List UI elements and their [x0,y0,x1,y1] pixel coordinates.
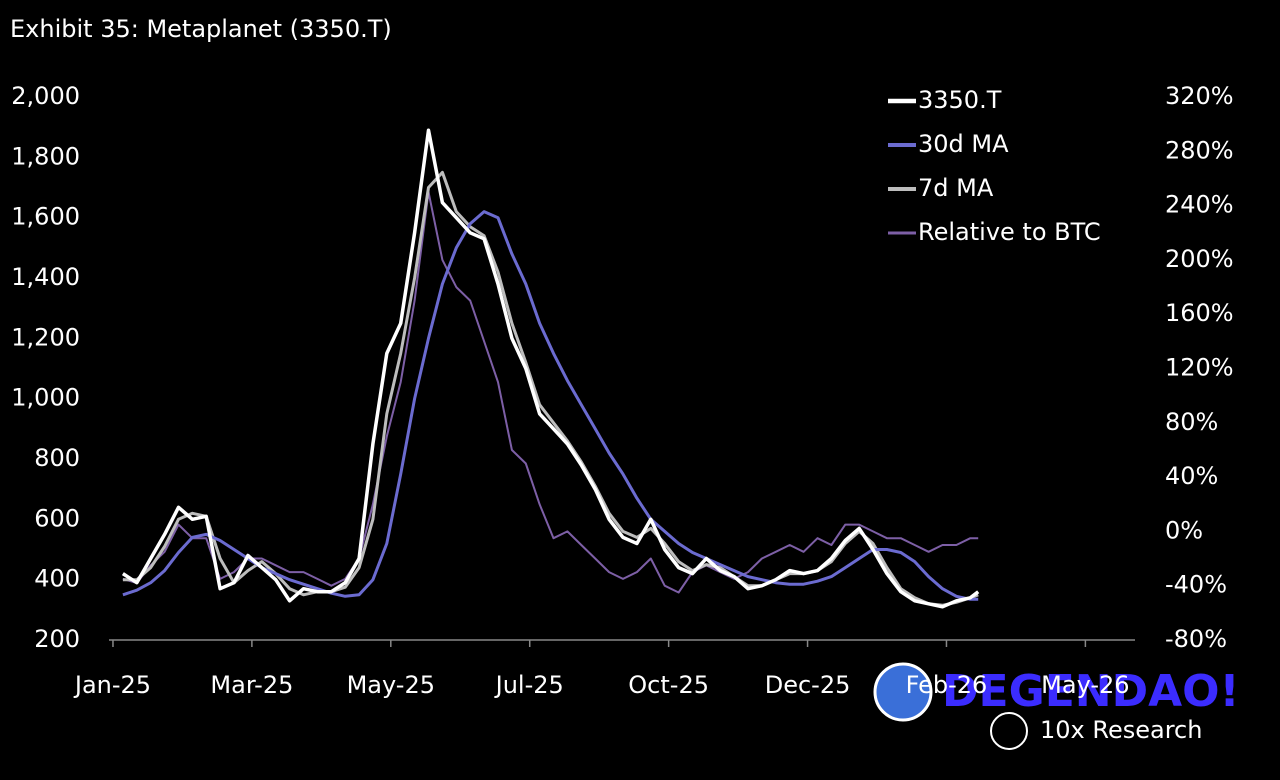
y2-tick-label: 120% [1165,354,1234,382]
y2-tick-label: 0% [1165,516,1203,544]
legend-label: Relative to BTC [918,218,1101,246]
x-tick-label: Dec-25 [765,671,851,699]
y-tick-label: 800 [34,444,80,472]
y2-tick-label: 320% [1165,82,1234,110]
y-tick-label: 1,600 [11,203,80,231]
legend-label: 3350.T [918,86,1002,114]
y2-tick-label: 200% [1165,245,1234,273]
y2-tick-label: -40% [1165,571,1227,599]
y-tick-label: 1,000 [11,384,80,412]
watermark-icon [873,662,933,722]
y-tick-label: 1,800 [11,142,80,170]
y-tick-label: 1,400 [11,263,80,291]
chart-title: Exhibit 35: Metaplanet (3350.T) [10,15,392,43]
y2-tick-label: 280% [1165,136,1234,164]
y2-tick-label: -80% [1165,625,1227,653]
x-tick-label: Jan-25 [73,671,151,699]
y-tick-label: 2,000 [11,82,80,110]
y2-tick-label: 160% [1165,299,1234,327]
y-tick-label: 200 [34,625,80,653]
y2-tick-label: 240% [1165,191,1234,219]
y2-tick-label: 80% [1165,408,1218,436]
y-tick-label: 600 [34,504,80,532]
series-line [121,128,980,609]
y-tick-label: 1,200 [11,323,80,351]
x-tick-label: Feb-26 [906,671,988,699]
x-tick-label: May-26 [1041,671,1129,699]
series-line [122,191,979,594]
series-line [122,170,979,607]
x-tick-label: Mar-25 [210,671,293,699]
legend-label: 7d MA [918,174,994,202]
x-tick-label: Jul-25 [494,671,564,699]
y2-tick-label: 40% [1165,462,1218,490]
x-tick-label: May-25 [347,671,435,699]
watermark-research: 10x Research [1040,716,1202,744]
research-icon [990,712,1028,750]
x-tick-label: Oct-25 [628,671,709,699]
legend-label: 30d MA [918,130,1009,158]
watermark: DEGENDAO! [942,666,1240,717]
y-tick-label: 400 [34,565,80,593]
